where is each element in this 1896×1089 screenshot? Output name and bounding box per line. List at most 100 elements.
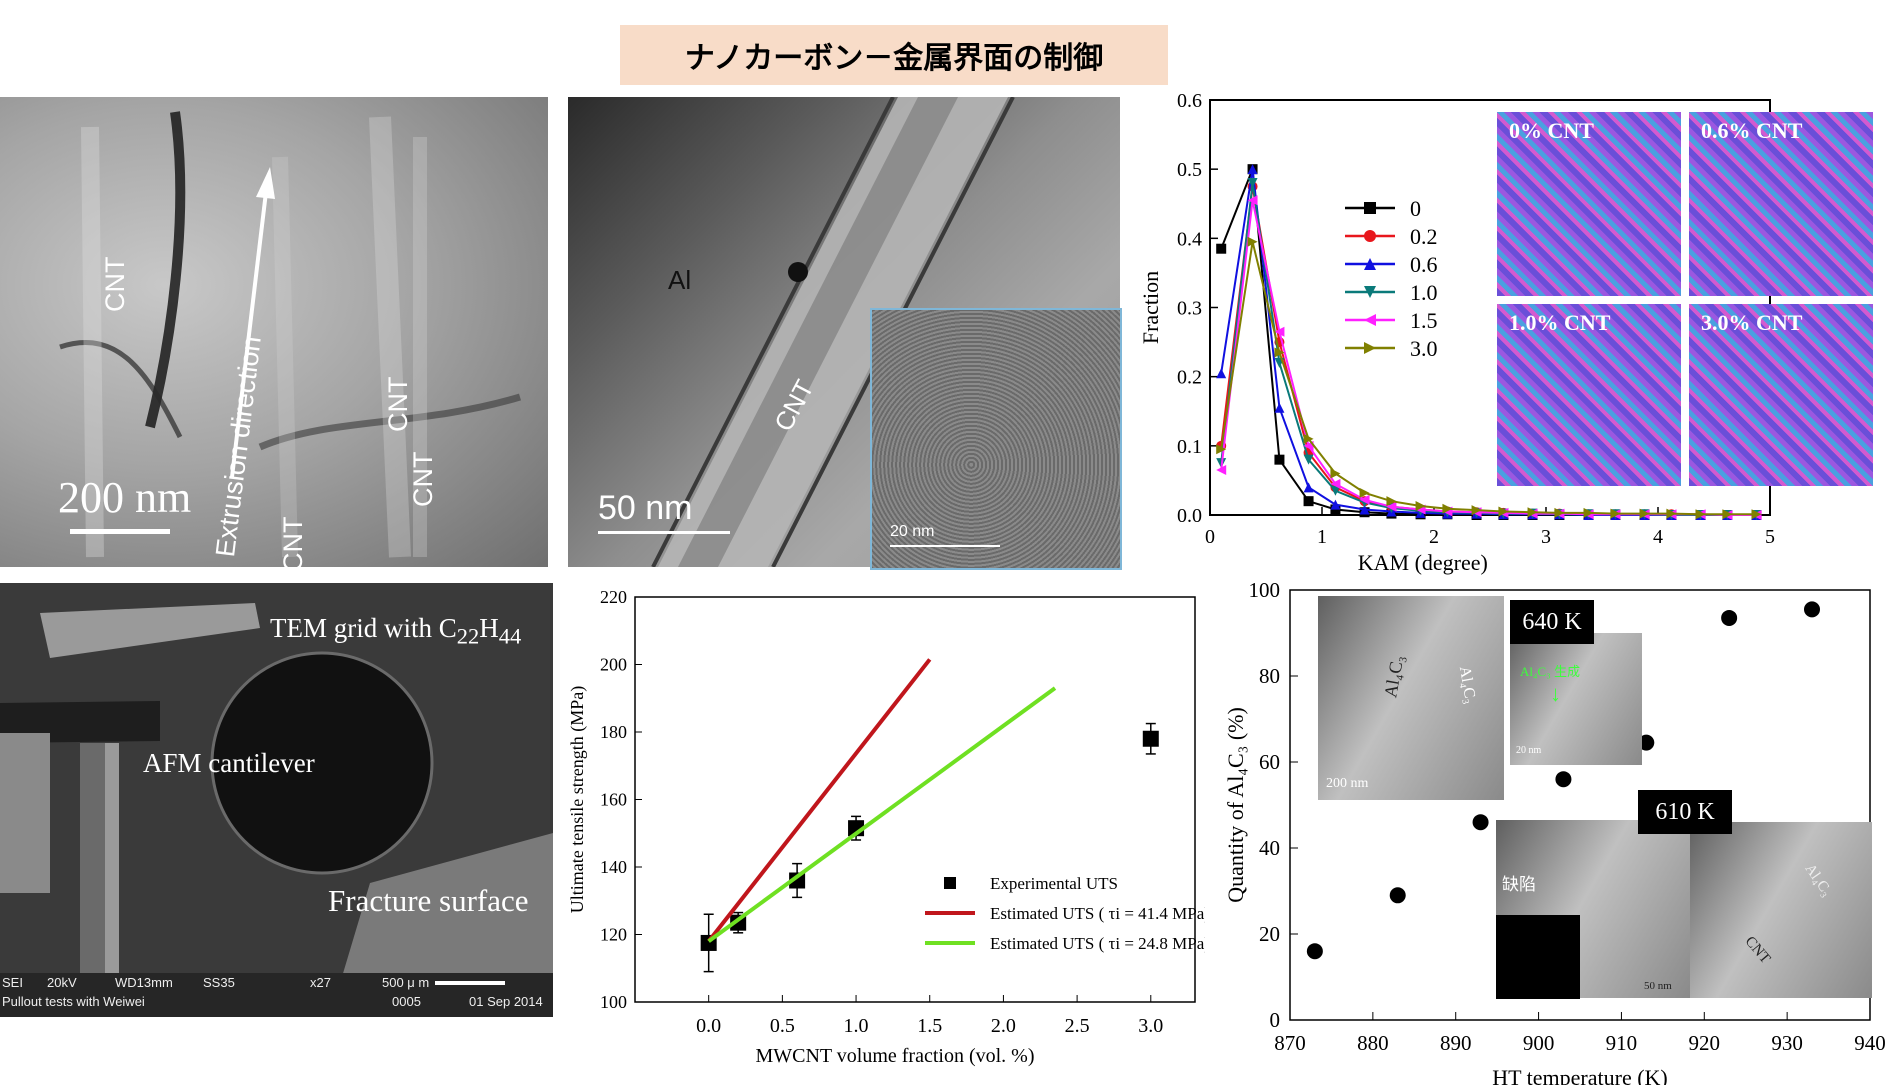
tem-inset-610k-a: 缺陷 50 nm [1496, 820, 1690, 999]
ht-x-axis-label: HT temperature (K) [1492, 1065, 1668, 1085]
kam-y-tick-label: 0.2 [1177, 367, 1202, 389]
kam-data-point [1639, 508, 1650, 519]
kam-x-tick-label: 2 [1429, 526, 1439, 548]
ebsd-label-30: 3.0% CNT [1701, 310, 1803, 335]
ht-y-tick-label: 0 [1270, 1008, 1281, 1032]
ebsd-label-06: 0.6% CNT [1701, 118, 1803, 143]
kam-y-tick-label: 0.1 [1177, 436, 1202, 458]
kam-legend-marker [1364, 314, 1376, 326]
kam-data-point [1247, 178, 1258, 188]
uts-x-tick-label: 2.0 [991, 1015, 1016, 1037]
scale-bar-200nm [70, 529, 170, 534]
kam-data-point [1274, 326, 1285, 337]
kam-data-point [1610, 508, 1621, 519]
tem-grid-sub2: 44 [498, 623, 522, 649]
al4c3-label-b: Al₄C₃ [1455, 664, 1480, 706]
kam-x-tick-label: 0 [1205, 526, 1215, 548]
scale-label-200nm-b: 200 nm [1326, 776, 1369, 791]
kam-data-point [1666, 508, 1677, 519]
ht-data-point [1472, 814, 1489, 831]
uts-x-tick-label: 0.0 [696, 1015, 721, 1037]
kam-data-point [1583, 507, 1594, 518]
kam-x-tick-label: 3 [1541, 526, 1551, 548]
kam-x-tick-label: 5 [1765, 526, 1775, 548]
kam-y-tick-label: 0.5 [1177, 159, 1202, 181]
kam-legend-marker [1364, 342, 1376, 354]
kam-data-point [1330, 468, 1341, 479]
kam-data-point [1695, 509, 1706, 520]
kam-data-point [1498, 506, 1509, 517]
ebsd-label-0: 0% CNT [1509, 118, 1594, 143]
ht-data-point [1389, 887, 1406, 904]
kam-legend-label: 0.2 [1410, 224, 1438, 249]
sem-texture [0, 583, 553, 1017]
tem-texture [59, 111, 522, 558]
kam-y-tick-label: 0.0 [1177, 505, 1202, 527]
kam-data-point [1274, 402, 1285, 413]
hrtem-inset: 20 nm [870, 308, 1122, 570]
sem-mode: SEI [2, 975, 23, 990]
scale-label-50nm: 50 nm [598, 489, 693, 527]
kam-data-point [1247, 164, 1258, 175]
kam-data-point [1216, 465, 1227, 476]
tem-image-cnt-al: Al CNT 50 nm [568, 97, 1120, 567]
sem-date: 01 Sep 2014 [469, 994, 543, 1009]
kam-y-axis-label: Fraction [1138, 271, 1163, 344]
tem-inset-640k-a: Al₄C₃ Al₄C₃ 200 nm [1318, 596, 1504, 800]
kam-data-point [1303, 496, 1314, 507]
ebsd-map-0: 0% CNT [1497, 112, 1681, 296]
scale-label-20nm-b: 20 nm [1516, 745, 1542, 756]
kam-x-tick-label: 4 [1653, 526, 1663, 548]
page-title: ナノカーボン－金属界面の制御 [620, 25, 1168, 85]
kam-data-point [1216, 444, 1227, 455]
tag-640k: 640 K [1510, 600, 1594, 644]
kam-data-point [1216, 243, 1227, 254]
kam-data-point [1216, 368, 1227, 379]
uts-legend-label: Estimated UTS ( τi = 24.8 MPa) [990, 934, 1205, 953]
kam-data-point [1359, 504, 1370, 515]
diffraction-pattern [1496, 915, 1580, 999]
uts-y-tick-label: 220 [600, 587, 627, 607]
ht-data-point [1804, 601, 1820, 618]
kam-data-point [1247, 236, 1258, 247]
ht-y-tick-label: 40 [1259, 836, 1280, 860]
kam-y-tick-label: 0.4 [1177, 228, 1202, 250]
sem-scale: 500 μ m [382, 975, 430, 990]
kam-x-tick-label: 1 [1317, 526, 1327, 548]
al4c3-formation-label: Al₄C₃ 生成 [1520, 664, 1580, 679]
cnt-label-2: CNT [383, 376, 413, 433]
scale-label-200nm: 200 nm [58, 473, 192, 522]
kam-data-point [1471, 505, 1482, 516]
tem-inset-610k-b: Al₄C₃ CNT [1690, 822, 1872, 998]
kam-legend-label: 1.5 [1410, 308, 1438, 333]
uts-y-tick-label: 180 [600, 722, 627, 742]
sem-pullout-image: TEM grid with C22H44 AFM cantilever Frac… [0, 583, 553, 1017]
ebsd-map-06: 0.6% CNT [1689, 112, 1873, 296]
ht-data-point [1555, 771, 1572, 788]
kam-y-tick-label: 0.6 [1177, 90, 1202, 112]
ht-y-tick-label: 80 [1259, 664, 1280, 688]
al-label: Al [668, 265, 692, 295]
ht-x-tick-label: 880 [1357, 1031, 1389, 1055]
kam-data-point [1303, 482, 1314, 493]
uts-y-tick-label: 160 [600, 790, 627, 810]
kam-data-point [1415, 501, 1426, 512]
sem-info-line-2: Pullout tests with Weiwei 0005 01 Sep 20… [2, 994, 553, 1012]
sem-ss: SS35 [203, 975, 235, 990]
ht-plot-frame [1289, 589, 1871, 1021]
kam-x-axis-label: KAM (degree) [1358, 550, 1488, 575]
uts-chart: 0.0 0.5 1.0 1.5 2.0 2.5 3.0 100 120 140 160 180 200 2… [567, 587, 1205, 1067]
afm-cantilever-label: AFM cantilever [143, 748, 315, 778]
uts-y-tick-label: 200 [600, 655, 627, 675]
kam-data-point [1274, 347, 1285, 358]
al4c3-label-a: Al₄C₃ [1380, 653, 1408, 700]
tem-image-extrusion: CNT CNT CNT CNT Extrusion direction 200 … [0, 97, 548, 567]
uts-legend-label: Experimental UTS [990, 874, 1118, 893]
ht-x-tick-label: 890 [1440, 1031, 1472, 1055]
inset-scale-label: 20 nm [890, 523, 935, 540]
kam-legend-label: 1.0 [1410, 280, 1438, 305]
ht-x-tick-label: 940 [1854, 1031, 1886, 1055]
uts-legend-label: Estimated UTS ( τi = 41.4 MPa) [990, 904, 1205, 923]
sem-kv: 20kV [47, 975, 77, 990]
uts-x-tick-label: 3.0 [1138, 1015, 1163, 1037]
